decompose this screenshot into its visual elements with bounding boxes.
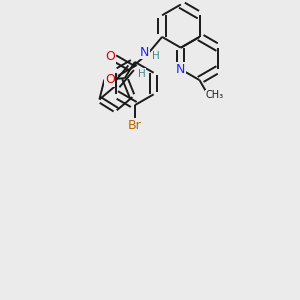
Text: CH₃: CH₃ [206,90,224,100]
Text: O: O [105,50,115,63]
Text: H: H [152,51,160,61]
Text: N: N [176,63,185,76]
Text: H: H [107,73,115,82]
Text: O: O [105,73,115,86]
Text: Br: Br [128,119,142,132]
Text: N: N [140,46,149,59]
Text: H: H [138,69,146,79]
